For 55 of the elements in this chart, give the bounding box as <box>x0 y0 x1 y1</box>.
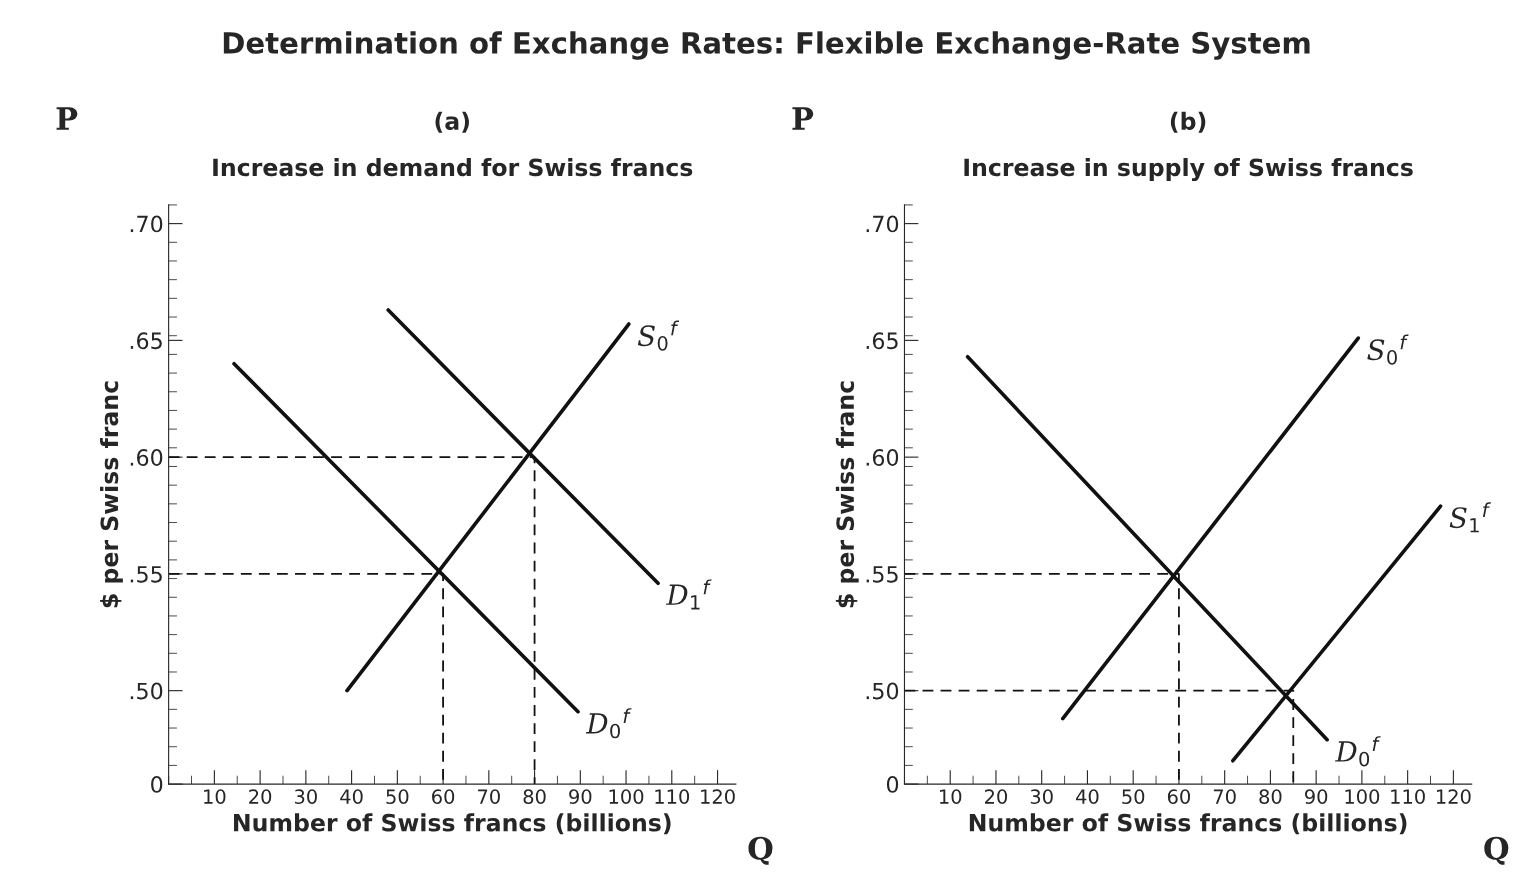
y-tick-label: .55 <box>866 566 898 583</box>
y-tick-label: .55 <box>130 566 162 583</box>
series-label: S$_{1}$$^{f}$ <box>1449 502 1491 533</box>
x-tick-label: 60 <box>432 789 455 804</box>
text: Determination of Exchange Rates: Flexible Exchange-Rate System <box>223 31 1310 60</box>
text: P <box>56 107 78 130</box>
series-label: D$_{1}$$^{f}$ <box>665 579 712 610</box>
y-tick-label: 0 <box>886 776 899 793</box>
x-tick-label: 10 <box>939 789 962 804</box>
x-tick-label: 90 <box>569 789 592 804</box>
chart-title: (b) <box>1170 111 1206 133</box>
x-tick-label: 30 <box>294 789 317 804</box>
series-label: D$_{0}$$^{f}$ <box>585 708 632 739</box>
text: Q <box>748 836 773 865</box>
x-tick-label: 110 <box>1391 789 1425 804</box>
y-tick-label: 0 <box>151 776 163 793</box>
x-tick-label: 90 <box>1305 789 1328 804</box>
chart-title: (a) <box>435 111 469 133</box>
x-tick-label: 20 <box>985 789 1008 804</box>
x-tick-label: 10 <box>204 789 226 804</box>
x-tick-label: 100 <box>609 789 644 804</box>
y-tick-label: .65 <box>866 332 898 350</box>
x-tick-label: 70 <box>1213 789 1236 804</box>
y-tick-label: .50 <box>130 682 163 700</box>
x-tick-label: 20 <box>249 789 272 804</box>
text: P <box>792 107 814 130</box>
x-tick-label: 110 <box>655 789 690 804</box>
x-tick-label: 80 <box>523 789 546 804</box>
y-axis-title: $ per Swiss franc <box>100 381 123 608</box>
y-tick-label: .70 <box>130 215 163 233</box>
series-label: D$_{0}$$^{f}$ <box>1335 736 1381 767</box>
x-tick-label: 50 <box>386 789 409 804</box>
chart-subtitle: Increase in supply of Swiss francs <box>964 158 1413 182</box>
x-axis-title: Number of Swiss francs (billions) <box>234 813 671 835</box>
series-label: S$_{0}$$^{f}$ <box>637 320 680 351</box>
y-tick-label: .70 <box>866 215 899 233</box>
x-tick-label: 60 <box>1167 789 1191 804</box>
x-tick-label: 40 <box>340 789 363 804</box>
x-tick-label: 50 <box>1122 789 1145 804</box>
series-label: S$_{0}$$^{f}$ <box>1367 334 1409 365</box>
x-tick-label: 80 <box>1259 789 1282 804</box>
x-tick-label: 100 <box>1345 789 1380 804</box>
y-tick-label: .60 <box>130 449 163 466</box>
x-tick-label: 40 <box>1076 789 1099 804</box>
x-tick-label: 120 <box>1436 789 1471 804</box>
x-tick-label: 70 <box>478 789 500 804</box>
y-tick-label: .50 <box>866 682 899 700</box>
x-tick-label: 120 <box>701 789 735 804</box>
text: Q <box>1484 836 1509 865</box>
chart-subtitle: Increase in demand for Swiss francs <box>213 158 693 177</box>
y-axis-title: $ per Swiss franc <box>835 381 859 608</box>
x-axis-title: Number of Swiss francs (billions) <box>969 813 1407 835</box>
x-tick-label: 30 <box>1030 789 1053 804</box>
y-tick-label: .60 <box>866 449 899 466</box>
y-tick-label: .65 <box>130 332 162 350</box>
